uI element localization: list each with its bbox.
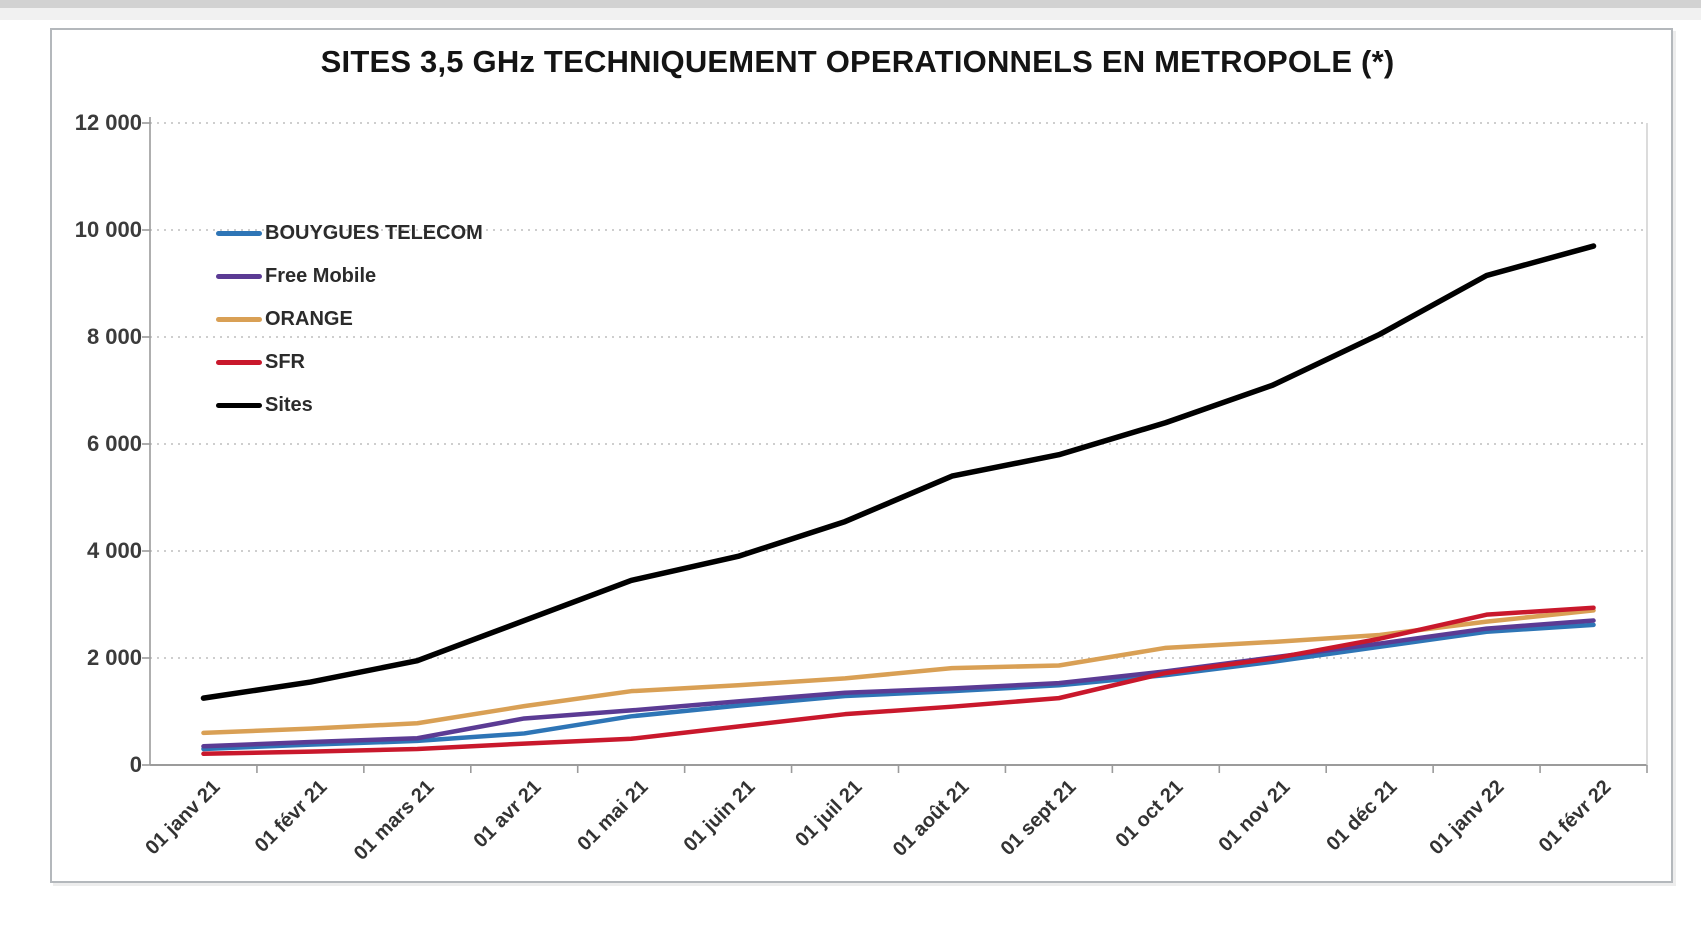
line-free-mobile (201, 618, 1596, 749)
chart-frame (50, 28, 1673, 883)
legend-item-orange: ORANGE (216, 298, 483, 341)
legend-label: Free Mobile (265, 265, 377, 287)
window-top-strip (0, 0, 1701, 8)
legend-item-sfr: SFR (216, 341, 483, 384)
legend-swatch-bouygues-telecom (216, 231, 262, 236)
legend-item-bouygues-telecom: BOUYGUES TELECOM (216, 212, 483, 255)
legend: BOUYGUES TELECOM Free Mobile ORANGE SFR Site… (216, 212, 483, 427)
legend-label: ORANGE (265, 308, 353, 330)
y-axis-label: 0 (129, 752, 142, 777)
line-sfr (201, 605, 1596, 757)
legend-swatch-orange (216, 317, 262, 322)
chart-title: SITES 3,5 GHz TECHNIQUEMENT OPERATIONNEL… (320, 44, 1395, 79)
legend-swatch-sites (216, 403, 262, 408)
y-axis-label: 12 000 (74, 110, 142, 135)
legend-label: SFR (265, 351, 305, 373)
legend-item-free-mobile: Free Mobile (216, 255, 483, 298)
y-axis-label: 4 000 (86, 538, 142, 563)
page: SITES 3,5 GHz TECHNIQUEMENT OPERATIONNEL… (0, 0, 1701, 883)
y-axis-label: 10 000 (74, 217, 142, 242)
legend-swatch-free-mobile (216, 274, 262, 279)
line-sites (200, 243, 1597, 701)
legend-label: Sites (265, 394, 313, 416)
line-bouygues-telecom (201, 622, 1596, 752)
chart-plot (142, 117, 1648, 773)
legend-swatch-sfr (216, 360, 262, 365)
line-orange (201, 608, 1596, 736)
y-axis-label: 8 000 (86, 324, 142, 349)
legend-item-sites: Sites (216, 384, 483, 427)
window-top-strip-light (0, 8, 1701, 20)
legend-label: BOUYGUES TELECOM (265, 222, 483, 244)
y-axis-label: 6 000 (86, 431, 142, 456)
y-axis-label: 2 000 (86, 645, 142, 670)
